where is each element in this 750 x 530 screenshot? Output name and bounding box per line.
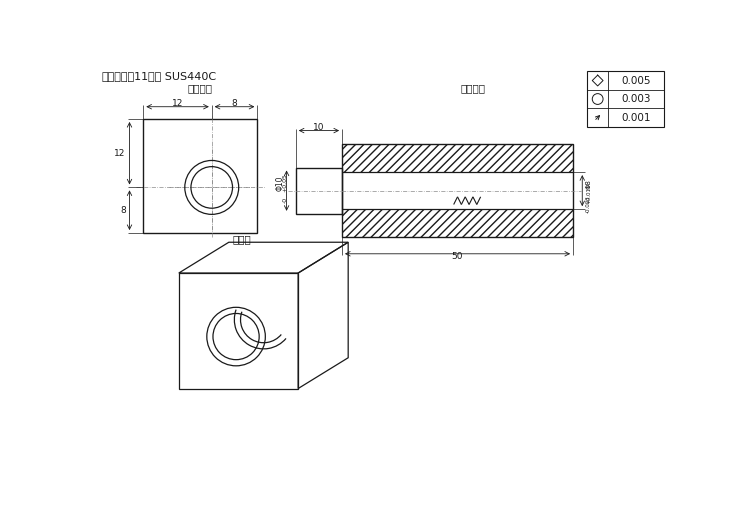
Text: 50: 50	[452, 252, 464, 261]
Text: 12: 12	[172, 99, 183, 108]
Text: +0.05: +0.05	[283, 173, 287, 192]
Bar	[342, 209, 573, 237]
Text: 0.003: 0.003	[622, 94, 651, 104]
Bar	[587, 72, 664, 127]
Bar	[342, 145, 573, 237]
Text: 8: 8	[120, 206, 126, 215]
Text: 斜視図: 斜視図	[232, 234, 251, 244]
Text: -0.003: -0.003	[586, 196, 591, 214]
Text: 8: 8	[232, 99, 238, 108]
Text: 12: 12	[114, 149, 126, 158]
Bar	[296, 167, 342, 214]
Text: 10: 10	[314, 123, 325, 132]
Text: 左側面図: 左側面図	[187, 83, 212, 93]
Bar	[178, 273, 298, 388]
Text: 材質 SUS440C: 材質 SUS440C	[148, 72, 216, 81]
Text: +0.015: +0.015	[586, 183, 591, 204]
Text: Φ8: Φ8	[586, 180, 592, 189]
Bar	[342, 145, 573, 172]
Text: 縦断面図: 縦断面図	[460, 83, 485, 93]
Text: 製品図面例11: 製品図面例11	[102, 72, 149, 81]
Text: 0.005: 0.005	[622, 76, 651, 85]
Text: 0.001: 0.001	[622, 112, 651, 122]
Text: Φ10: Φ10	[276, 175, 285, 191]
Text: -0: -0	[283, 197, 287, 203]
Bar	[143, 119, 257, 233]
